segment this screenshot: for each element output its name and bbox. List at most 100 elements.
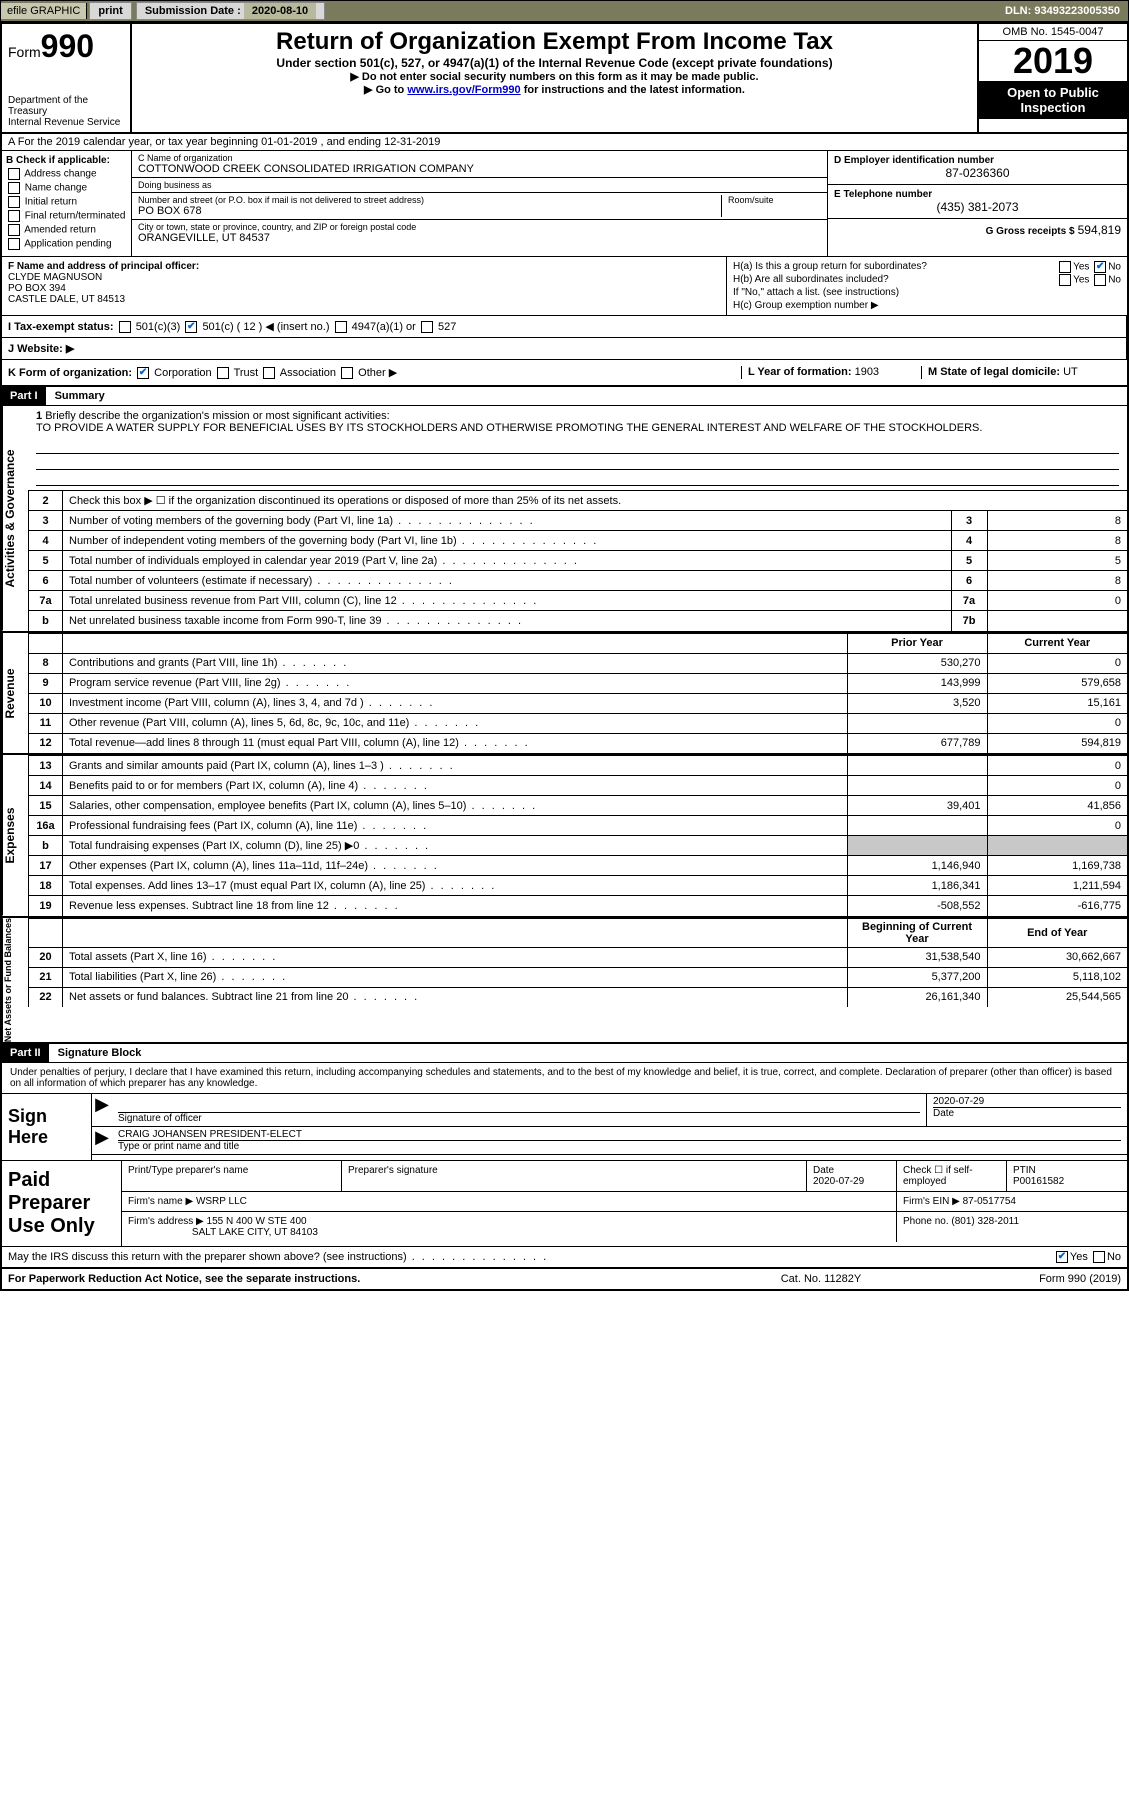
note2-pre: ▶ Go to — [364, 84, 407, 96]
row-i: I Tax-exempt status: 501(c)(3) 501(c) ( … — [2, 316, 1127, 338]
table-row: 16aProfessional fundraising fees (Part I… — [29, 816, 1128, 836]
form-word: Form — [8, 44, 41, 60]
chk-501c3[interactable] — [119, 321, 131, 333]
vtab-expenses: Expenses — [2, 755, 28, 916]
table-row: 15Salaries, other compensation, employee… — [29, 796, 1128, 816]
sub-date-value: 2020-08-10 — [244, 3, 316, 19]
ha-no[interactable] — [1094, 261, 1106, 273]
dln-label: DLN: 93493223005350 — [997, 3, 1128, 19]
chk-527[interactable] — [421, 321, 433, 333]
tax-year: 2019 — [979, 41, 1127, 81]
room-label: Room/suite — [728, 195, 821, 205]
d-ein-label: D Employer identification number — [834, 155, 1121, 166]
chk-assoc[interactable] — [263, 367, 275, 379]
arrow-icon: ▶ — [92, 1127, 112, 1154]
chk-4947[interactable] — [335, 321, 347, 333]
opt-final: Final return/terminated — [25, 211, 126, 222]
paperwork-notice: For Paperwork Reduction Act Notice, see … — [8, 1273, 721, 1285]
officer-printed-label: Type or print name and title — [118, 1140, 1121, 1152]
table-row: 18Total expenses. Add lines 13–17 (must … — [29, 876, 1128, 896]
footer: For Paperwork Reduction Act Notice, see … — [2, 1267, 1127, 1289]
paid-preparer-block: Paid Preparer Use Only Print/Type prepar… — [2, 1160, 1127, 1246]
table-netassets: Beginning of Current YearEnd of Year20To… — [28, 918, 1127, 1008]
officer-addr2: CASTLE DALE, UT 84513 — [8, 294, 720, 305]
chk-pending[interactable] — [8, 238, 20, 250]
hb-yes[interactable] — [1059, 274, 1071, 286]
firm-ein: 87-0517754 — [963, 1196, 1016, 1207]
table-header: Prior YearCurrent Year — [29, 633, 1128, 653]
opt-address: Address change — [24, 169, 96, 180]
m-val: UT — [1063, 366, 1078, 378]
chk-initial[interactable] — [8, 196, 20, 208]
chk-address[interactable] — [8, 168, 20, 180]
chk-final[interactable] — [8, 210, 20, 222]
part1-header: Part I Summary — [2, 387, 1127, 406]
efile-topbar: efile GRAPHIC print Submission Date : 20… — [0, 0, 1129, 22]
officer-name: CLYDE MAGNUSON — [8, 272, 720, 283]
block-bcdeg: B Check if applicable: Address change Na… — [2, 151, 1127, 257]
table-row: 14Benefits paid to or for members (Part … — [29, 776, 1128, 796]
officer-addr1: PO BOX 394 — [8, 283, 720, 294]
l-label: L Year of formation: — [748, 366, 852, 378]
dba-label: Doing business as — [138, 180, 821, 190]
hc-label: H(c) Group exemption number ▶ — [733, 300, 1121, 311]
sub-date-label: Submission Date : — [145, 5, 241, 17]
mission-block: 1 Briefly describe the organization's mi… — [28, 406, 1127, 490]
table-row: 5Total number of individuals employed in… — [29, 551, 1128, 571]
row-fh: F Name and address of principal officer:… — [2, 257, 1127, 316]
ha-yes[interactable] — [1059, 261, 1071, 273]
e-phone-label: E Telephone number — [834, 189, 1121, 200]
sig-date-label: Date — [933, 1107, 1121, 1119]
discuss-no[interactable] — [1093, 1251, 1105, 1263]
table-expenses: 13Grants and similar amounts paid (Part … — [28, 755, 1127, 916]
opt-name: Name change — [25, 183, 87, 194]
opt-initial: Initial return — [25, 197, 77, 208]
table-row: 11Other revenue (Part VIII, column (A), … — [29, 713, 1128, 733]
table-row: 17Other expenses (Part IX, column (A), l… — [29, 856, 1128, 876]
section-netassets: Net Assets or Fund Balances Beginning of… — [2, 916, 1127, 1042]
row-a-period: A For the 2019 calendar year, or tax yea… — [2, 134, 1127, 151]
table-header: Beginning of Current YearEnd of Year — [29, 918, 1128, 947]
chk-501c[interactable] — [185, 321, 197, 333]
org-name: COTTONWOOD CREEK CONSOLIDATED IRRIGATION… — [138, 163, 821, 175]
print-button[interactable]: print — [89, 2, 131, 20]
table-row: 8Contributions and grants (Part VIII, li… — [29, 653, 1128, 673]
vtab-netassets: Net Assets or Fund Balances — [2, 918, 28, 1042]
hb-no[interactable] — [1094, 274, 1106, 286]
table-row: bNet unrelated business taxable income f… — [29, 611, 1128, 631]
opt-amended: Amended return — [24, 225, 96, 236]
city-value: ORANGEVILLE, UT 84537 — [138, 232, 821, 244]
note2-post: for instructions and the latest informat… — [521, 84, 745, 96]
mission-text: TO PROVIDE A WATER SUPPLY FOR BENEFICIAL… — [36, 422, 982, 434]
phone-value: (435) 381-2073 — [834, 200, 1121, 214]
chk-other[interactable] — [341, 367, 353, 379]
paid-label: Paid Preparer Use Only — [2, 1161, 122, 1246]
note-ssn: ▶ Do not enter social security numbers o… — [140, 70, 969, 83]
sig-date: 2020-07-29 — [933, 1096, 1121, 1107]
chk-corp[interactable] — [137, 367, 149, 379]
table-row: 22Net assets or fund balances. Subtract … — [29, 987, 1128, 1007]
firm-addr1: 155 N 400 W STE 400 — [207, 1216, 307, 1227]
chk-trust[interactable] — [217, 367, 229, 379]
table-row: 21Total liabilities (Part X, line 26)5,3… — [29, 967, 1128, 987]
chk-amended[interactable] — [8, 224, 20, 236]
m-label: M State of legal domicile: — [928, 366, 1060, 378]
vtab-revenue: Revenue — [2, 633, 28, 754]
table-row: 19Revenue less expenses. Subtract line 1… — [29, 896, 1128, 916]
ptin: P00161582 — [1013, 1176, 1064, 1187]
submission-date-label: Submission Date : 2020-08-10 — [136, 2, 325, 20]
part1-title: Summary — [49, 387, 111, 405]
c-name-label: C Name of organization — [138, 153, 821, 163]
chk-name[interactable] — [8, 182, 20, 194]
l-val: 1903 — [855, 366, 879, 378]
firm-name: WSRP LLC — [196, 1196, 247, 1207]
table-row: 2Check this box ▶ ☐ if the organization … — [29, 491, 1128, 511]
self-emp: Check ☐ if self-employed — [897, 1161, 1007, 1191]
open-inspection: Open to Public Inspection — [979, 81, 1127, 119]
discuss-yes[interactable] — [1056, 1251, 1068, 1263]
ha-label: H(a) Is this a group return for subordin… — [733, 261, 927, 272]
f-label: F Name and address of principal officer: — [8, 261, 720, 272]
city-label: City or town, state or province, country… — [138, 222, 821, 232]
irs-link[interactable]: www.irs.gov/Form990 — [407, 84, 520, 96]
hb-note: If "No," attach a list. (see instruction… — [733, 287, 1121, 298]
